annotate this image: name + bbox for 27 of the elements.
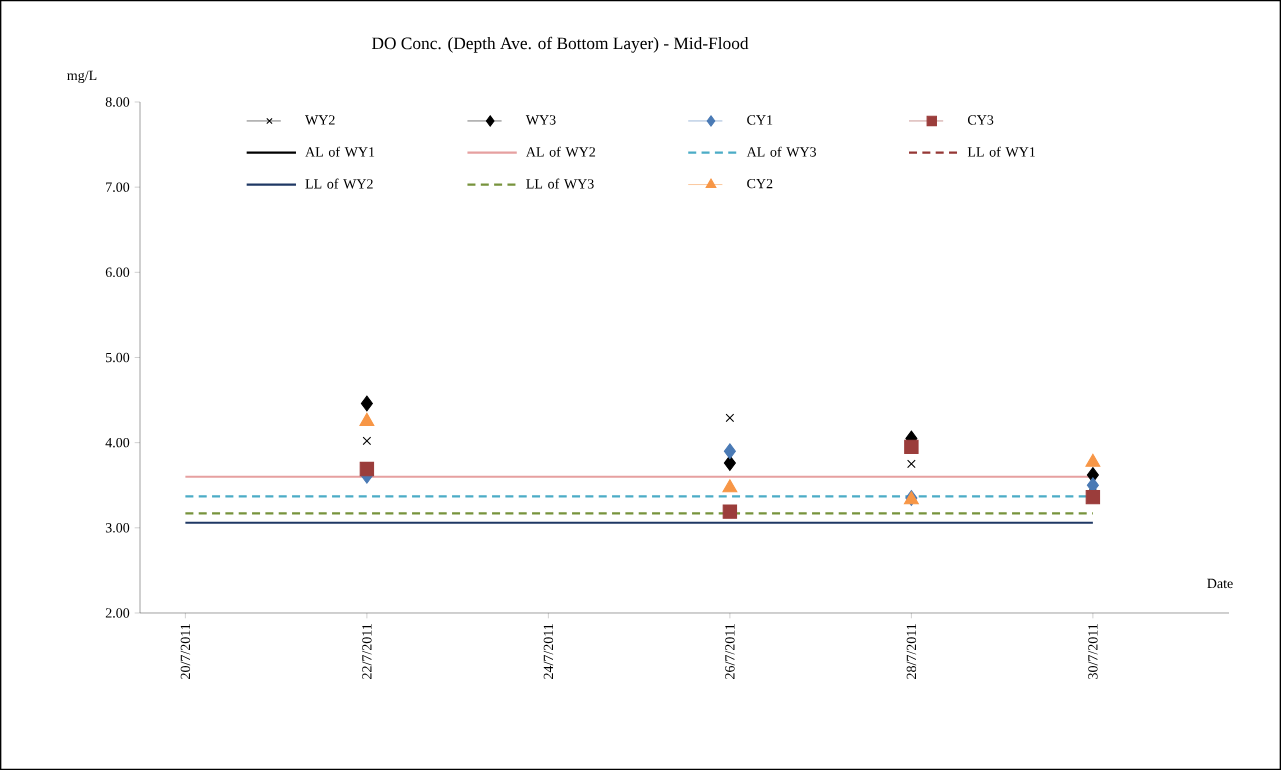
- x-tick-label: 22/7/2011: [362, 624, 372, 679]
- legend-label: LL of WY2: [305, 178, 373, 189]
- x-axis-title: Date: [1207, 578, 1233, 589]
- legend-label: CY2: [747, 178, 773, 189]
- y-tick-label: 8.00: [105, 97, 130, 107]
- x-tick-label: 26/7/2011: [725, 624, 735, 679]
- x-tick-label: 24/7/2011: [543, 624, 554, 679]
- legend-label: LL of WY1: [967, 146, 1035, 157]
- y-tick-label: 7.00: [106, 182, 130, 192]
- legend-label: CY3: [967, 115, 994, 125]
- x-tick-label: 20/7/2011: [180, 624, 191, 679]
- legend-label: AL of WY1: [305, 146, 375, 157]
- legend-label: CY1: [747, 115, 773, 125]
- y-tick-label: 4.00: [105, 437, 130, 448]
- legend-label: WY3: [525, 115, 556, 125]
- y-tick-label: 2.00: [105, 608, 130, 618]
- chart-title: DO Conc. (Depth Ave. of Bottom Layer) - Mid-Flood: [371, 36, 749, 53]
- legend-label: LL of WY3: [526, 178, 594, 189]
- x-tick-label: 30/7/2011: [1088, 624, 1098, 679]
- y-tick-label: 5.00: [106, 352, 130, 363]
- y-tick-label: 3.00: [105, 523, 130, 533]
- legend-label: AL of WY2: [525, 146, 596, 157]
- x-tick-label: 28/7/2011: [906, 624, 917, 679]
- legend-label: WY2: [305, 115, 335, 125]
- y-tick-label: 6.00: [105, 267, 130, 278]
- legend-label: AL of WY3: [746, 146, 817, 157]
- y-axis-title: mg/L: [67, 70, 97, 83]
